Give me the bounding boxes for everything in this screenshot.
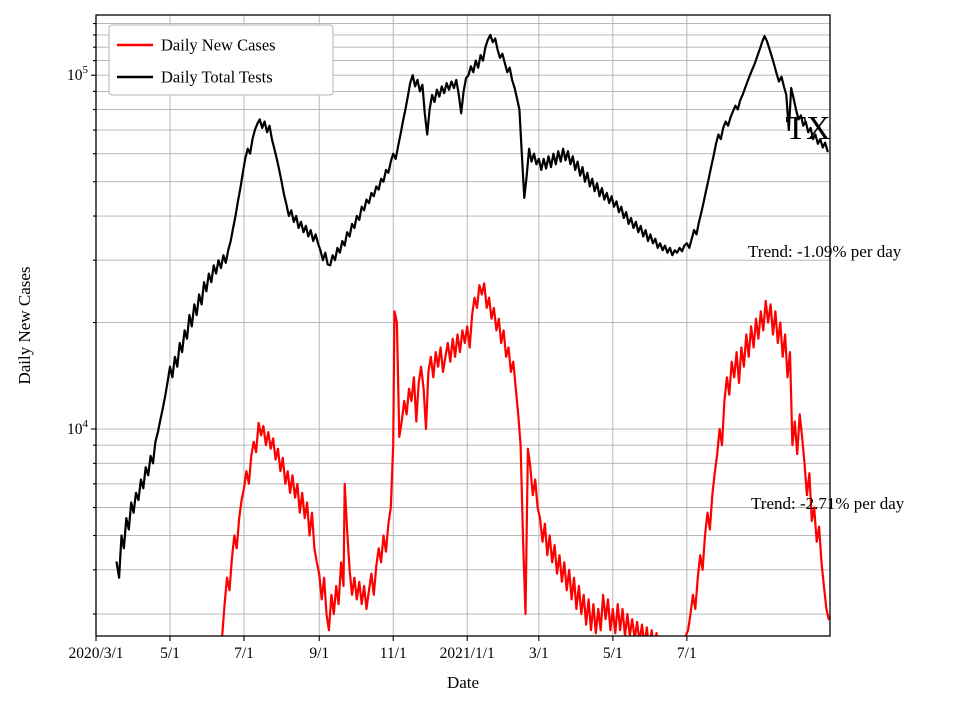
x-tick-label: 11/1	[380, 645, 407, 662]
legend-label-0: Daily New Cases	[161, 36, 276, 55]
trend-tests-annotation: Trend: -1.09% per day	[748, 242, 902, 261]
y-axis-label: Daily New Cases	[15, 266, 34, 384]
legend-box	[108, 24, 334, 96]
x-tick-label: 3/1	[529, 645, 549, 662]
y-tick-label: 105	[67, 64, 89, 84]
x-tick-label: 9/1	[309, 645, 329, 662]
y-tick-label: 104	[67, 418, 89, 438]
x-axis-label: Date	[447, 673, 479, 692]
plot-border	[95, 14, 831, 637]
x-tick-label: 2020/3/1	[68, 645, 123, 662]
legend-label-1: Daily Total Tests	[161, 68, 273, 87]
x-tick-label: 5/1	[160, 645, 180, 662]
ticks: 2020/3/1 5/1 7/1 9/1 11/1 2021/1/1 3/1 5/1 7/1 10…	[67, 22, 697, 662]
x-tick-label: 7/1	[677, 645, 697, 662]
series-group	[115, 33, 830, 636]
series-line-daily-new-cases	[221, 282, 830, 636]
x-tick-label: 2021/1/1	[440, 645, 495, 662]
x-tick-label: 7/1	[234, 645, 254, 662]
region-label-annotation: TX	[785, 110, 830, 147]
series-line-daily-total-tests	[115, 33, 829, 579]
plot-background	[96, 15, 830, 636]
trend-cases-annotation: Trend: -2.71% per day	[751, 494, 905, 513]
x-tick-label: 5/1	[603, 645, 623, 662]
legend: Daily New Cases Daily Total Tests	[108, 24, 334, 96]
